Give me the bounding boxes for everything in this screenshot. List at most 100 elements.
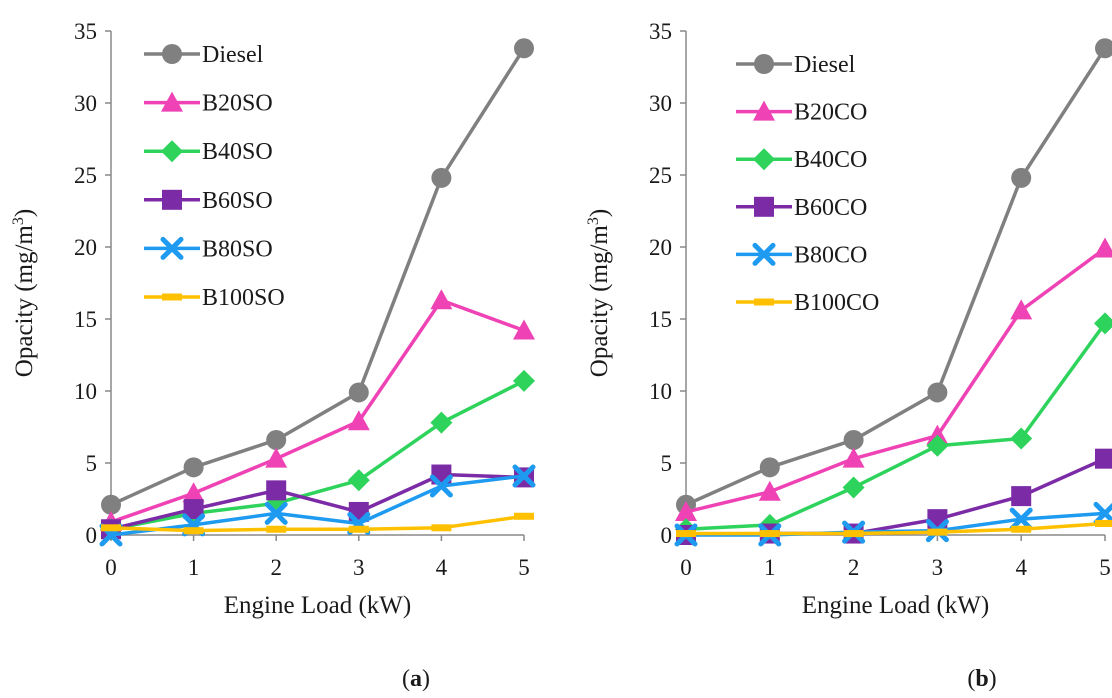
panel-a-x-tick-label: 0 bbox=[105, 555, 117, 580]
panel-a-series-b80so bbox=[99, 464, 536, 547]
panel-b-x-tick-label: 2 bbox=[848, 555, 860, 580]
panel-b-caption-letter: b bbox=[975, 666, 988, 692]
panel-a-series-diesel-point bbox=[266, 429, 287, 450]
panel-a-legend-diesel-marker bbox=[162, 44, 182, 64]
panel-b-legend-b40co-marker bbox=[753, 148, 775, 171]
panel-a-series-b20so-point bbox=[513, 319, 535, 340]
panel-a-legend-b40so-marker bbox=[161, 140, 183, 163]
panel-a-series-b40so-line bbox=[110, 379, 525, 531]
panel-a-caption-close: ) bbox=[422, 666, 430, 692]
panel-a-series-b80so-point bbox=[264, 501, 288, 525]
panel-b-series-b100co-point bbox=[1011, 525, 1032, 533]
panel-a-legend-b60so: B60SO bbox=[144, 188, 273, 214]
panel-b-series-b80co-point-stroke-b bbox=[1009, 507, 1033, 531]
panel-a-series-b60so-line bbox=[110, 472, 525, 531]
panel-a-legend-b60so-marker bbox=[162, 189, 182, 210]
panel-b-legend-b100co: B100CO bbox=[736, 290, 879, 316]
panel-b-series-b40co-line bbox=[685, 322, 1107, 531]
panel-b-series-b20co-point bbox=[1094, 237, 1112, 258]
panel-a-series-b20so-line bbox=[110, 298, 525, 524]
panel-a-y-tick-label: 20 bbox=[74, 235, 97, 260]
panel-b-series-b100co-point bbox=[1095, 519, 1112, 527]
panel-b-legend-b40co: B40CO bbox=[736, 147, 867, 173]
panel-a-series-b80so-line bbox=[110, 474, 525, 537]
panel-a-series-b80so-point bbox=[429, 474, 453, 498]
panel-b-series-b100co-point bbox=[927, 528, 948, 536]
panel-b-legend-b40co-label: B40CO bbox=[794, 147, 867, 173]
panel-b-legend: Diesel B20CO B40CO B60CO B80CO B100CO bbox=[736, 52, 879, 316]
panel-a-x-tick-label: 4 bbox=[436, 555, 448, 580]
panel-b-legend-b60co-label: B60CO bbox=[794, 195, 867, 221]
panel-b-series-b40co-point bbox=[926, 434, 949, 457]
panel-a-series-b40so-point bbox=[430, 411, 453, 434]
panel-b-series-b40co-point bbox=[1094, 312, 1112, 335]
panel-b-legend-b20co-label: B20CO bbox=[794, 100, 867, 126]
panel-b-y-tick-label: 25 bbox=[649, 163, 672, 188]
panel-b-series-diesel-point bbox=[1095, 38, 1112, 59]
panel-a-x-tick-label: 2 bbox=[270, 555, 282, 580]
panel-a-series-diesel-point bbox=[101, 494, 121, 515]
panel-b-series-b60co-point bbox=[1011, 486, 1032, 507]
panel-b-x-tick-label: 4 bbox=[1015, 555, 1027, 580]
panel-a-series-b100so-point bbox=[183, 527, 204, 535]
panel-b-legend-diesel-marker bbox=[754, 54, 774, 74]
panel-b-series-b20co-point bbox=[1010, 299, 1033, 320]
panel-a-legend: Diesel B20SO B40SO B60SO B80SO B100SO bbox=[144, 42, 285, 311]
panel-b-series-b60co-point bbox=[1095, 448, 1112, 469]
panel-a-y-tick-label: 35 bbox=[74, 19, 97, 44]
panel-b-series-b20co-point bbox=[926, 424, 949, 445]
panel-b-y-tick-label: 0 bbox=[661, 523, 673, 548]
panel-b-y-tick-label: 10 bbox=[649, 379, 672, 404]
panel-b-series-diesel bbox=[676, 38, 1112, 515]
panel-a-legend-b20so-label: B20SO bbox=[202, 91, 273, 117]
panel-a-y-tick-label: 15 bbox=[74, 307, 97, 332]
panel-b-series-b100co-line bbox=[686, 521, 1106, 536]
panel-a-y-axis-title-main: Opacity (mg/m bbox=[11, 225, 38, 378]
panel-a: 0 5 10 15 20 25 30 35 0 1 2 3 4 5 Engine Load (kW) Opac… bbox=[10, 19, 536, 692]
panel-a-series-b80so-point bbox=[512, 464, 536, 488]
panel-b-legend-b80co: B80CO bbox=[736, 242, 867, 268]
panel-b: 0 5 10 15 20 25 30 35 0 1 2 3 4 5 Engine Load (kW) Opac… bbox=[585, 19, 1112, 692]
panel-b-y-tick-label: 15 bbox=[649, 307, 672, 332]
panel-b-x-tick-label: 3 bbox=[932, 555, 944, 580]
panel-a-series-b100so-point bbox=[431, 524, 452, 532]
panel-b-legend-b20co-marker bbox=[753, 100, 775, 121]
panel-b-legend-b80co-marker-stroke-b bbox=[752, 242, 776, 266]
panel-a-series-b20so-point bbox=[430, 289, 453, 310]
panel-a-series-diesel-point bbox=[514, 38, 534, 59]
panel-b-caption: (b) bbox=[967, 666, 996, 692]
panel-a-legend-b100so-label: B100SO bbox=[202, 285, 285, 311]
panel-b-series-b80co-point bbox=[1009, 507, 1033, 531]
panel-b-legend-b20co: B20CO bbox=[736, 100, 867, 126]
panel-b-y-axis-title: Opacity (mg/m3) bbox=[585, 209, 613, 377]
panel-b-series-b100co-point bbox=[759, 530, 780, 538]
panel-b-legend-b80co-label: B80CO bbox=[794, 242, 867, 268]
panel-b-caption-open: ( bbox=[967, 666, 975, 692]
panel-a-y-tick-label: 0 bbox=[86, 523, 98, 548]
panel-a-y-axis-title-close: ) bbox=[11, 209, 38, 217]
panel-a-legend-b100so: B100SO bbox=[144, 285, 285, 311]
panel-a-series-b80so-point-stroke-b bbox=[429, 474, 453, 498]
panel-b-legend-diesel: Diesel bbox=[736, 52, 856, 78]
panel-b-x-axis-title: Engine Load (kW) bbox=[802, 592, 989, 619]
panel-b-x-tick-label: 0 bbox=[680, 555, 692, 580]
panel-b-x-tick-label: 1 bbox=[764, 555, 776, 580]
panel-a-y-tick-label: 25 bbox=[74, 163, 97, 188]
panel-a-y-tick-label: 10 bbox=[74, 379, 97, 404]
panel-a-series-diesel-line bbox=[110, 47, 526, 507]
panel-a-series-b80so-point-stroke-b bbox=[264, 501, 288, 525]
panel-b-series-b20co-line bbox=[685, 247, 1107, 514]
panel-a-legend-b80so-marker-stroke-b bbox=[160, 236, 184, 260]
panel-a-series-b40so-point bbox=[347, 469, 370, 492]
panel-a-y-tick-label: 5 bbox=[86, 451, 98, 476]
panel-a-x-tick-label: 3 bbox=[353, 555, 365, 580]
panel-a-series-b20so-point bbox=[347, 410, 370, 431]
panel-b-legend-b100co-label: B100CO bbox=[794, 290, 879, 316]
panel-b-legend-b80co-marker bbox=[752, 242, 776, 266]
panel-b-caption-close: ) bbox=[989, 666, 997, 692]
panel-a-y-axis-title: Opacity (mg/m3) bbox=[10, 209, 38, 377]
panel-a-series-diesel-point bbox=[183, 457, 204, 478]
panel-a-series-b100so bbox=[101, 512, 534, 535]
panel-a-x-tick-label: 1 bbox=[188, 555, 200, 580]
panel-b-series-b40co bbox=[675, 312, 1112, 541]
